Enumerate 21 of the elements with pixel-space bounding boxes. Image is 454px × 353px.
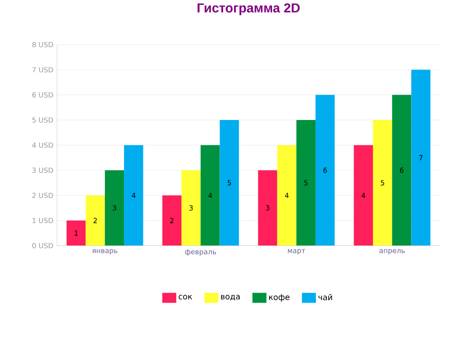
bar (124, 145, 144, 246)
bar (66, 220, 86, 246)
bar (411, 70, 430, 246)
bar (162, 196, 182, 246)
bar (277, 145, 296, 246)
legend-label: чай (318, 294, 332, 300)
bar (258, 170, 278, 246)
bar (181, 170, 201, 246)
bar (296, 120, 316, 246)
legend-label: вода (221, 295, 240, 301)
legend-label: сок (178, 295, 192, 300)
bar (354, 145, 373, 246)
bar (316, 95, 335, 246)
bar (220, 120, 239, 246)
bar (104, 170, 124, 246)
chart-title: Гистограмма 2D (198, 4, 300, 16)
bar (86, 196, 105, 246)
legend-label: кофе (269, 294, 290, 302)
bar (200, 145, 220, 246)
bar (392, 95, 412, 246)
bar (372, 120, 392, 246)
